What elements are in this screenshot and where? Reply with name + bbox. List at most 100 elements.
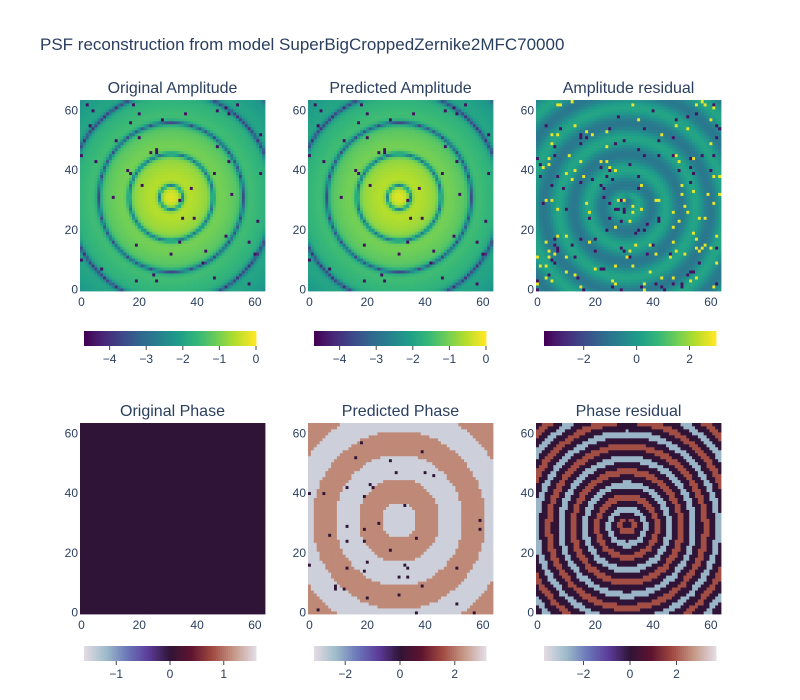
heatmap-cell: [189, 276, 194, 280]
heatmap-cell: [426, 282, 430, 286]
heatmap-cell: [207, 156, 211, 161]
heatmap-cell: [111, 249, 116, 253]
heatmap-cell: [394, 267, 399, 271]
heatmap-cell: [80, 183, 84, 187]
heatmap-cell: [94, 198, 98, 202]
heatmap-cell: [111, 171, 116, 176]
heatmap-cell: [204, 183, 208, 187]
heatmap-cell: [472, 264, 477, 268]
heatmap-cell: [106, 174, 110, 178]
heatmap-cell: [160, 252, 165, 256]
heatmap-cell: [215, 210, 220, 214]
heatmap-cell: [132, 279, 136, 283]
heatmap-cell: [244, 255, 249, 259]
heatmap-cell: [181, 237, 185, 241]
colorbar-swatch: [224, 331, 227, 346]
heatmap-cell: [322, 288, 326, 292]
heatmap-cell: [85, 267, 90, 271]
heatmap-cell: [91, 123, 95, 128]
heatmap-cell: [195, 246, 199, 250]
heatmap-cell: [192, 276, 197, 280]
heatmap-cell: [224, 195, 228, 199]
heatmap-cell: [100, 135, 104, 140]
heatmap-cell: [100, 123, 104, 128]
heatmap-cell: [464, 288, 468, 292]
heatmap-cell: [207, 228, 211, 232]
heatmap-cell: [123, 228, 127, 232]
heatmap-cell: [158, 102, 162, 107]
heatmap-cell: [192, 171, 197, 176]
heatmap-cell: [400, 261, 404, 265]
heatmap-cell: [111, 174, 116, 178]
heatmap-cell: [146, 264, 150, 268]
heatmap-cell: [227, 135, 231, 140]
heatmap-cell: [111, 105, 116, 110]
heatmap-cell: [117, 117, 121, 122]
heatmap-cell: [446, 261, 451, 265]
heatmap-cell: [100, 177, 104, 181]
heatmap-cell: [212, 255, 217, 259]
heatmap-cell: [230, 219, 234, 223]
heatmap-cell: [160, 114, 165, 119]
heatmap-cell: [97, 222, 101, 226]
heatmap-cell: [137, 216, 142, 220]
heatmap-cell: [163, 174, 168, 178]
heatmap-cell: [215, 156, 220, 161]
heatmap-cell: [126, 147, 130, 152]
heatmap-cell: [146, 246, 150, 250]
heatmap-cell: [100, 288, 104, 292]
heatmap-cell: [238, 144, 243, 149]
heatmap-cell: [158, 270, 162, 274]
heatmap-cell: [149, 252, 153, 256]
heatmap-cell: [253, 225, 257, 229]
heatmap-cell: [94, 213, 98, 217]
heatmap-cell: [152, 219, 156, 223]
heatmap-cell: [97, 153, 101, 158]
heatmap-cell: [259, 144, 263, 149]
heatmap-cell: [221, 264, 225, 268]
colorbar-swatch: [92, 331, 95, 346]
heatmap-cell: [80, 111, 84, 116]
heatmap-cell: [259, 141, 263, 146]
heatmap-cell: [325, 282, 329, 286]
heatmap-cell: [241, 132, 246, 137]
heatmap-cell: [224, 219, 228, 223]
heatmap-cell: [342, 261, 346, 265]
heatmap-cell: [103, 207, 107, 211]
heatmap-cell: [149, 255, 153, 259]
heatmap-cell: [123, 129, 127, 134]
heatmap-cell: [210, 150, 214, 155]
heatmap-cell: [406, 255, 410, 259]
heatmap-cell: [250, 123, 254, 128]
heatmap-cell: [155, 255, 159, 259]
heatmap-cell: [426, 288, 430, 292]
heatmap-cell: [210, 246, 214, 250]
heatmap-cell: [94, 201, 98, 205]
heatmap-cell: [129, 165, 133, 170]
heatmap-cell: [455, 261, 459, 265]
heatmap-cell: [137, 129, 142, 134]
heatmap-cell: [354, 252, 358, 256]
heatmap-cell: [241, 177, 246, 181]
heatmap-cell: [262, 171, 266, 176]
heatmap-cell: [388, 267, 393, 271]
heatmap-cell: [184, 207, 188, 211]
heatmap-cell: [198, 219, 202, 223]
heatmap-cell: [198, 156, 202, 161]
heatmap-cell: [394, 288, 399, 292]
heatmap-cell: [455, 288, 459, 292]
heatmap-cell: [256, 168, 260, 173]
heatmap-cell: [152, 279, 156, 283]
heatmap-cell: [140, 159, 144, 164]
heatmap-cell: [481, 264, 485, 268]
heatmap-cell: [132, 108, 136, 113]
heatmap-cell: [126, 210, 130, 214]
heatmap-cell: [233, 258, 237, 262]
heatmap-cell: [259, 105, 263, 110]
heatmap-cell: [181, 225, 185, 229]
heatmap-cell: [175, 279, 179, 283]
heatmap-cell: [152, 282, 156, 286]
heatmap-cell: [178, 147, 182, 152]
heatmap-cell: [394, 279, 399, 283]
heatmap-cell: [207, 177, 211, 181]
